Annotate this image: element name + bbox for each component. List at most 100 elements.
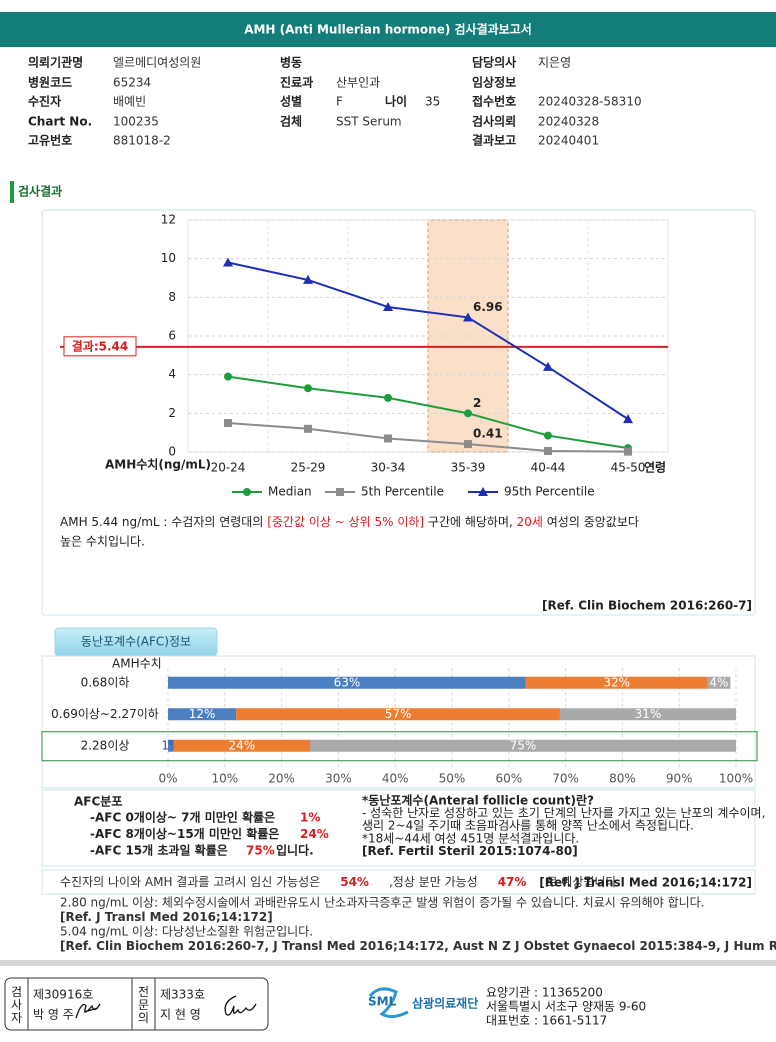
logo-mark xyxy=(368,987,409,1019)
info-label: 병동 xyxy=(280,55,302,70)
y-tick-label: 4 xyxy=(168,367,176,381)
x-tick-label: 100% xyxy=(719,772,753,786)
legend-label: 5th Percentile xyxy=(361,485,444,499)
point xyxy=(464,440,472,449)
info-label: 검체 xyxy=(280,114,302,129)
point xyxy=(243,488,251,496)
text-segment: 47% xyxy=(498,875,527,889)
info-value: 20240401 xyxy=(538,134,599,148)
x-tick-label: 30% xyxy=(325,772,352,786)
category-label: 0.69이상~2.27이하 xyxy=(51,707,159,721)
point xyxy=(224,372,232,381)
info-label: 검사의뢰 xyxy=(472,114,516,129)
info-label: 진료과 xyxy=(280,75,313,90)
point xyxy=(478,487,488,496)
result-text: AMH 5.44 ng/mL : 수검자의 연령대의 [중간값 이상 ~ 상위 … xyxy=(60,515,639,529)
data-label: 4% xyxy=(709,675,728,689)
info-label: 임상정보 xyxy=(472,75,516,90)
signer-name: 지 현 영 xyxy=(160,1008,201,1022)
signer-number: 제30916호 xyxy=(33,988,93,1002)
contact: 대표번호 : 1661-5117 xyxy=(486,1014,607,1028)
bar-segment xyxy=(168,739,174,752)
text-segment: ,정상 분만 가능성 xyxy=(389,875,478,889)
text-segment: 수진자의 나이와 AMH 결과를 고려시 임신 가능성은 xyxy=(60,875,320,889)
x-tick-label: 20% xyxy=(268,772,295,786)
afc-dist-title: AFC분포 xyxy=(74,795,122,809)
role-char: 사 xyxy=(11,998,22,1012)
section-title: 검사결과 xyxy=(18,184,62,199)
info-label: 접수번호 xyxy=(472,94,516,109)
y-tick-label: 8 xyxy=(168,290,176,304)
text-segment: 로 예상됩니다. xyxy=(546,875,620,889)
afc-line: -AFC 0개이상~ 7개 미만인 확률은 xyxy=(90,810,275,825)
point xyxy=(384,434,392,443)
afc-percent: 24% xyxy=(300,827,329,841)
data-label: 0.41 xyxy=(473,427,503,441)
info-value: 20240328 xyxy=(538,115,599,129)
x-tick-label: 90% xyxy=(666,772,693,786)
text-segment: 54% xyxy=(340,875,369,889)
x-tick-label: 40% xyxy=(382,772,409,786)
org-name: 삼광의료재단 xyxy=(412,996,478,1011)
x-tick-label: 60% xyxy=(495,772,522,786)
point xyxy=(463,312,473,322)
bar-segment xyxy=(559,708,736,721)
point xyxy=(304,424,312,433)
signature xyxy=(75,1003,101,1019)
text-segment: 구간에 해당하며, xyxy=(424,515,517,529)
x-tick-label: 40-44 xyxy=(531,461,566,475)
x-tick-label: 0% xyxy=(158,772,177,786)
data-label: 2 xyxy=(473,396,481,410)
y-tick-label: 0 xyxy=(168,445,176,459)
result-text: 높은 수치입니다. xyxy=(60,535,145,549)
y-tick-label: 6 xyxy=(168,329,176,343)
point xyxy=(384,393,392,402)
role-char: 의 xyxy=(138,1011,149,1025)
signer-name: 박 영 주 xyxy=(33,1008,74,1022)
bar-segment xyxy=(310,739,736,752)
logo: SML xyxy=(368,995,397,1009)
text-segment: 20세 xyxy=(517,515,543,529)
x-tick-label: 35-39 xyxy=(451,461,486,475)
afc-suffix: 입니다. xyxy=(276,843,314,858)
point xyxy=(303,274,313,284)
note: 5.04 ng/mL 이상: 다낭성난소질환 위험군입니다. xyxy=(60,925,313,939)
point xyxy=(544,447,552,456)
note: [Ref. Clin Biochem 2016:260-7, J Transl … xyxy=(60,939,776,953)
info-value: 엘르메디여성의원 xyxy=(113,56,201,70)
data-label: 63% xyxy=(334,675,361,689)
info-label: 고유번호 xyxy=(28,133,72,148)
result-label: 결과:5.44 xyxy=(72,338,129,353)
y-tick-label: 2 xyxy=(168,406,176,420)
info-value: SST Serum xyxy=(336,115,402,129)
legend-label: 95th Percentile xyxy=(504,485,595,499)
signature-box xyxy=(4,977,269,1031)
info-label: 결과보고 xyxy=(472,133,516,148)
afc-title: 동난포계수(AFC)정보 xyxy=(81,635,191,649)
info-label: Chart No. xyxy=(28,115,92,129)
result-label-box xyxy=(63,336,137,357)
point xyxy=(543,361,553,371)
role-char: 검 xyxy=(11,985,22,999)
point xyxy=(224,419,232,427)
x-tick-label: 80% xyxy=(609,772,636,786)
prognosis-text: 수진자의 나이와 AMH 결과를 고려시 임신 가능성은 54% ,정상 분만 가능… xyxy=(60,875,620,889)
header-bar xyxy=(0,12,776,47)
afc-note: *동난포계수(Anteral follicle count)란? xyxy=(362,793,594,808)
info-label: 성별 xyxy=(280,94,302,109)
text-segment: [중간값 이상 ~ 상위 5% 이하] xyxy=(267,515,424,529)
report-title: AMH (Anti Mullerian hormone) 검사결과보고서 xyxy=(244,22,532,37)
x-axis-label: 연령 xyxy=(644,460,666,475)
afc-line: -AFC 8개이상~15개 미만인 확률은 xyxy=(90,826,279,841)
series-line xyxy=(227,422,629,453)
category-label: 2.28이상 xyxy=(81,738,130,752)
separator xyxy=(0,960,776,966)
bar-segment xyxy=(168,708,237,721)
info-label: 의뢰기관명 xyxy=(28,55,83,70)
contact: 요양기관 : 11365200 xyxy=(486,986,603,1000)
series-line xyxy=(227,375,629,450)
afc-note: - 성숙한 난자로 성장하고 있는 초기 단계의 난자를 가지고 있는 난포의 … xyxy=(362,806,765,820)
series-line xyxy=(227,261,629,420)
legend-label: Median xyxy=(268,485,312,499)
afc-note: [Ref. Fertil Steril 2015:1074-80] xyxy=(362,844,578,858)
